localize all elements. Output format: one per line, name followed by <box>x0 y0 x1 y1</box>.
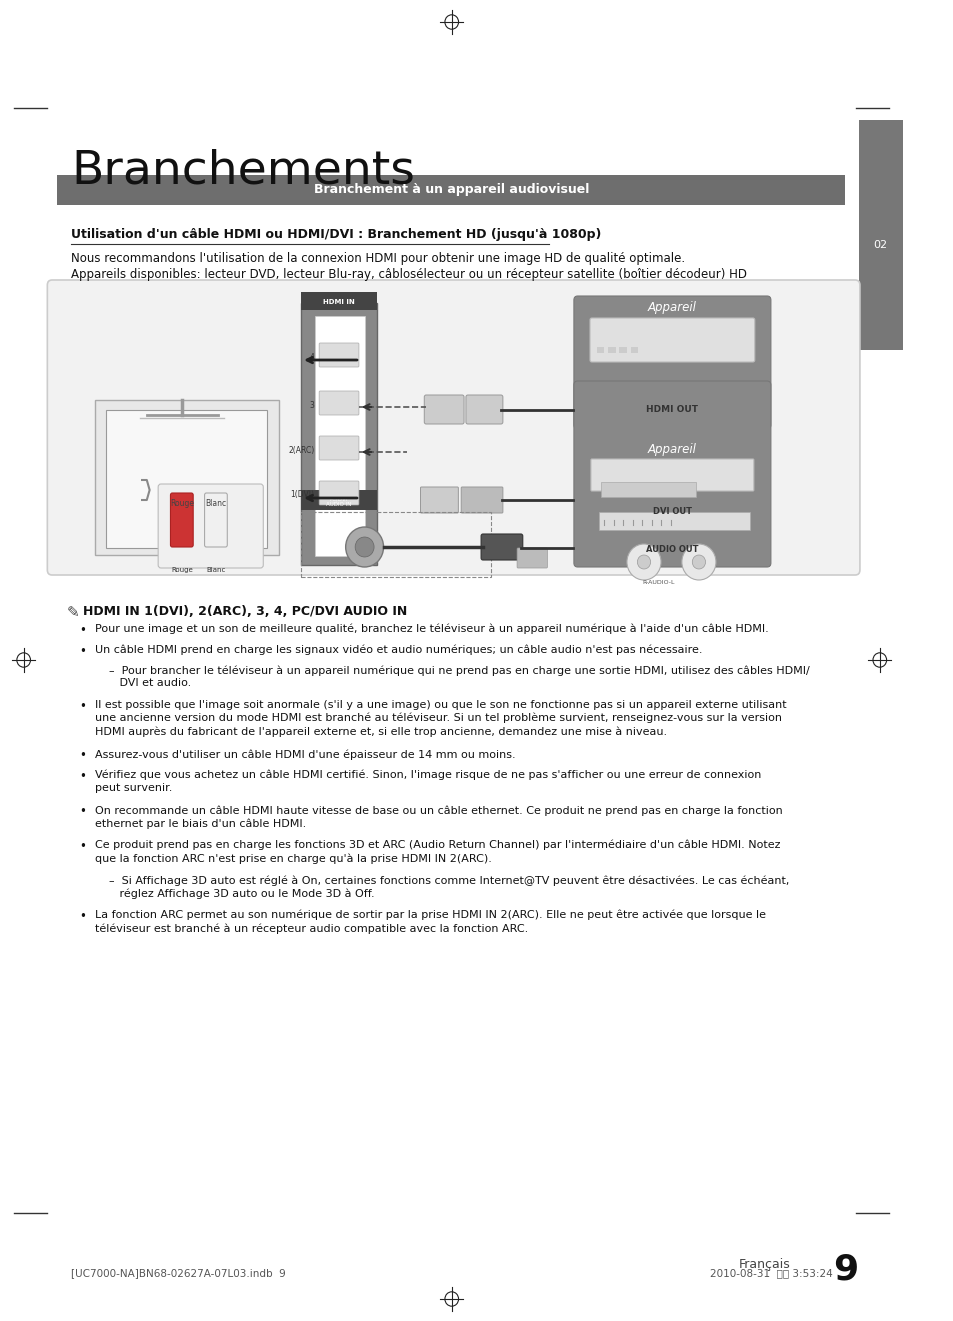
Text: 2010-08-31  오후 3:53:24: 2010-08-31 오후 3:53:24 <box>709 1268 832 1277</box>
FancyBboxPatch shape <box>420 487 457 513</box>
Text: Assurez-vous d'utiliser un câble HDMI d'une épaisseur de 14 mm ou moins.: Assurez-vous d'utiliser un câble HDMI d'… <box>94 749 515 760</box>
Text: Branchements: Branchements <box>875 424 884 506</box>
Text: 9: 9 <box>832 1254 858 1287</box>
FancyBboxPatch shape <box>517 548 547 568</box>
FancyBboxPatch shape <box>858 221 902 285</box>
FancyBboxPatch shape <box>424 395 463 424</box>
Text: Vérifiez que vous achetez un câble HDMI certifié. Sinon, l'image risque de ne pa: Vérifiez que vous achetez un câble HDMI … <box>94 770 760 794</box>
Text: Rouge: Rouge <box>171 567 193 573</box>
FancyBboxPatch shape <box>574 296 770 429</box>
Text: Ce produit prend pas en charge les fonctions 3D et ARC (Audio Return Channel) pa: Ce produit prend pas en charge les fonct… <box>94 840 780 864</box>
FancyBboxPatch shape <box>600 482 696 497</box>
FancyBboxPatch shape <box>858 120 902 350</box>
Text: 4: 4 <box>309 353 314 362</box>
Text: PC/DVI
AUDIO IN: PC/DVI AUDIO IN <box>326 497 352 507</box>
FancyBboxPatch shape <box>301 490 376 510</box>
Text: •: • <box>79 645 87 658</box>
Text: HDMI IN: HDMI IN <box>323 299 355 305</box>
FancyBboxPatch shape <box>607 347 615 353</box>
FancyBboxPatch shape <box>171 493 193 547</box>
Circle shape <box>637 555 650 569</box>
FancyBboxPatch shape <box>598 513 749 530</box>
FancyBboxPatch shape <box>106 410 267 548</box>
Text: –  Si Affichage 3D auto est réglé à On, certaines fonctions comme Internet@TV pe: – Si Affichage 3D auto est réglé à On, c… <box>109 875 788 900</box>
Text: Appareils disponibles: lecteur DVD, lecteur Blu-ray, câblosélecteur ou un récept: Appareils disponibles: lecteur DVD, lect… <box>71 268 746 281</box>
Text: 2(ARC): 2(ARC) <box>288 445 314 454</box>
Text: ✎: ✎ <box>66 605 79 620</box>
Text: Blanc: Blanc <box>206 567 225 573</box>
FancyBboxPatch shape <box>480 534 522 560</box>
Text: •: • <box>79 624 87 637</box>
Text: Pour une image et un son de meilleure qualité, branchez le téléviseur à un appar: Pour une image et un son de meilleure qu… <box>94 624 768 634</box>
Text: [UC7000-NA]BN68-02627A-07L03.indb  9: [UC7000-NA]BN68-02627A-07L03.indb 9 <box>71 1268 286 1277</box>
Text: –  Pour brancher le téléviseur à un appareil numérique qui ne prend pas en charg: – Pour brancher le téléviseur à un appar… <box>109 664 809 688</box>
FancyBboxPatch shape <box>574 380 770 567</box>
Text: R-AUDIO-L: R-AUDIO-L <box>641 580 674 584</box>
FancyBboxPatch shape <box>465 395 502 424</box>
FancyBboxPatch shape <box>319 391 358 415</box>
Circle shape <box>626 544 660 580</box>
Text: Blanc: Blanc <box>205 498 226 507</box>
FancyBboxPatch shape <box>204 493 227 547</box>
Text: Utilisation d'un câble HDMI ou HDMI/DVI : Branchement HD (jusqu'à 1080p): Utilisation d'un câble HDMI ou HDMI/DVI … <box>71 229 600 240</box>
Text: •: • <box>79 749 87 762</box>
FancyBboxPatch shape <box>301 303 376 565</box>
Text: HDMI IN 1(DVI), 2(ARC), 3, 4, PC/DVI AUDIO IN: HDMI IN 1(DVI), 2(ARC), 3, 4, PC/DVI AUD… <box>83 605 407 618</box>
Text: Français: Français <box>738 1258 790 1271</box>
Text: 1(DVI): 1(DVI) <box>290 490 314 499</box>
Circle shape <box>681 544 715 580</box>
FancyBboxPatch shape <box>94 400 279 555</box>
Text: Rouge: Rouge <box>170 498 193 507</box>
FancyBboxPatch shape <box>460 487 502 513</box>
FancyBboxPatch shape <box>315 316 364 556</box>
FancyBboxPatch shape <box>158 483 263 568</box>
FancyBboxPatch shape <box>618 347 626 353</box>
Text: AUDIO OUT: AUDIO OUT <box>645 546 698 555</box>
Text: •: • <box>79 804 87 818</box>
Text: 3: 3 <box>309 400 314 410</box>
Text: •: • <box>79 770 87 783</box>
FancyBboxPatch shape <box>319 481 358 505</box>
FancyBboxPatch shape <box>319 343 358 367</box>
Text: 02: 02 <box>873 240 887 250</box>
Text: Branchements: Branchements <box>71 148 415 193</box>
FancyBboxPatch shape <box>630 347 638 353</box>
FancyBboxPatch shape <box>858 125 902 205</box>
Text: Appareil: Appareil <box>647 444 696 457</box>
FancyBboxPatch shape <box>319 436 358 460</box>
Text: Appareil: Appareil <box>647 301 696 314</box>
Text: La fonction ARC permet au son numérique de sortir par la prise HDMI IN 2(ARC). E: La fonction ARC permet au son numérique … <box>94 910 765 934</box>
Text: •: • <box>79 700 87 713</box>
Circle shape <box>355 538 374 557</box>
FancyBboxPatch shape <box>590 458 753 491</box>
Text: Nous recommandons l'utilisation de la connexion HDMI pour obtenir une image HD d: Nous recommandons l'utilisation de la co… <box>71 252 684 266</box>
Text: HDMI OUT: HDMI OUT <box>646 406 698 415</box>
Text: Branchement à un appareil audiovisuel: Branchement à un appareil audiovisuel <box>314 184 589 197</box>
Text: •: • <box>79 910 87 923</box>
Text: Un câble HDMI prend en charge les signaux vidéo et audio numériques; un câble au: Un câble HDMI prend en charge les signau… <box>94 645 701 655</box>
Circle shape <box>345 527 383 567</box>
Circle shape <box>692 555 705 569</box>
FancyBboxPatch shape <box>589 318 754 362</box>
FancyBboxPatch shape <box>48 280 859 575</box>
FancyBboxPatch shape <box>636 415 709 433</box>
Text: On recommande un câble HDMI haute vitesse de base ou un câble ethernet. Ce produ: On recommande un câble HDMI haute vitess… <box>94 804 781 830</box>
Text: •: • <box>79 840 87 853</box>
FancyBboxPatch shape <box>596 347 603 353</box>
Text: DVI OUT: DVI OUT <box>652 507 691 517</box>
FancyBboxPatch shape <box>57 174 843 205</box>
FancyBboxPatch shape <box>301 292 376 310</box>
Text: Il est possible que l'image soit anormale (s'il y a une image) ou que le son ne : Il est possible que l'image soit anormal… <box>94 700 785 737</box>
